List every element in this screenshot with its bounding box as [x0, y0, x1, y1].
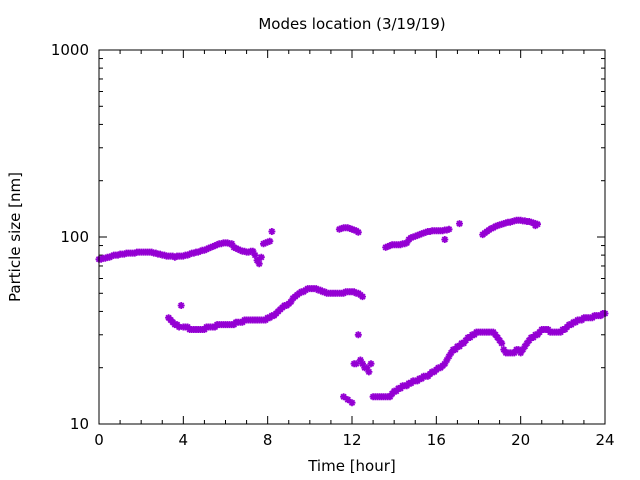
- data-point: [462, 336, 470, 344]
- data-point: [354, 331, 362, 339]
- data-point: [257, 253, 265, 261]
- data-point: [447, 349, 455, 357]
- data-point: [266, 237, 274, 245]
- data-point: [363, 364, 371, 372]
- y-tick-label: 1000: [51, 41, 89, 59]
- data-point: [441, 236, 449, 243]
- data-point: [525, 336, 533, 344]
- x-tick-label: 24: [595, 431, 614, 449]
- data-point: [354, 228, 362, 236]
- x-tick-label: 16: [427, 431, 446, 449]
- x-tick-label: 12: [342, 431, 361, 449]
- data-point: [443, 356, 451, 364]
- data-point: [348, 399, 356, 407]
- data-point: [519, 346, 527, 354]
- data-point: [359, 293, 366, 301]
- data-point: [365, 368, 373, 376]
- data-point: [510, 349, 518, 357]
- data-point: [403, 239, 411, 247]
- data-point: [268, 228, 276, 235]
- data-point: [515, 346, 523, 354]
- data-point: [531, 222, 539, 230]
- data-point: [175, 323, 183, 331]
- data-point: [494, 334, 501, 341]
- data-point: [496, 336, 504, 344]
- data-point: [249, 247, 257, 255]
- data-point: [367, 360, 375, 368]
- x-tick-label: 20: [511, 431, 530, 449]
- data-point: [521, 342, 529, 350]
- data-points: [95, 216, 609, 407]
- x-axis-title: Time [hour]: [307, 457, 396, 475]
- y-axis-ticks: 10 100 1000: [51, 41, 605, 433]
- data-point: [352, 360, 360, 368]
- plot-frame: [98, 49, 606, 425]
- y-tick-label: 100: [60, 228, 89, 246]
- data-point: [340, 393, 348, 401]
- data-point: [451, 346, 459, 354]
- x-axis-ticks: 0 4 8 12 16 20 24: [94, 50, 615, 449]
- data-point: [445, 352, 453, 360]
- data-point: [251, 251, 259, 259]
- data-point: [517, 349, 525, 357]
- data-point: [445, 225, 453, 233]
- data-point: [253, 256, 261, 264]
- y-axis-title: Particle size [nm]: [6, 172, 24, 302]
- data-point: [287, 298, 295, 306]
- x-tick-label: 0: [94, 431, 104, 449]
- data-point: [386, 393, 394, 401]
- data-point: [441, 360, 449, 368]
- data-point: [255, 260, 263, 268]
- data-point: [456, 342, 463, 350]
- x-tick-label: 8: [263, 431, 273, 449]
- data-point: [359, 360, 366, 368]
- data-point: [498, 339, 506, 347]
- data-point: [500, 346, 508, 354]
- data-point: [228, 240, 236, 248]
- data-point: [177, 302, 185, 309]
- chart-title: Modes location (3/19/19): [258, 15, 445, 33]
- y-tick-label: 10: [70, 415, 89, 433]
- data-point: [356, 356, 364, 364]
- x-tick-label: 4: [179, 431, 189, 449]
- data-point: [344, 396, 352, 404]
- data-point: [456, 220, 463, 228]
